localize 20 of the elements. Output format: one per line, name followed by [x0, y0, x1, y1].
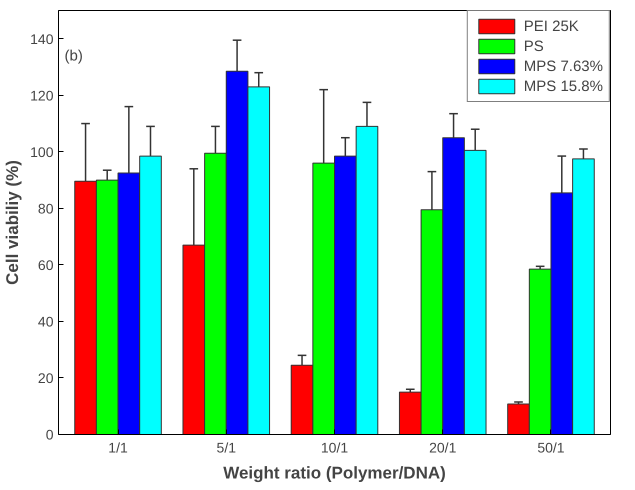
x-tick-label: 50/1 — [537, 440, 565, 456]
y-tick-label: 40 — [38, 313, 54, 330]
x-tick-label: 20/1 — [429, 440, 457, 456]
y-tick-label: 20 — [38, 370, 54, 386]
legend-label: PS — [524, 38, 544, 54]
x-tick-label: 5/1 — [216, 440, 236, 456]
y-tick-label: 60 — [38, 256, 54, 273]
y-tick-label: 100 — [30, 144, 54, 160]
y-tick-label: 140 — [30, 30, 54, 47]
x-axis-title: Weight ratio (Polymer/DNA) — [223, 464, 446, 482]
x-tick-label: 1/1 — [108, 440, 128, 456]
y-axis-title: Cell viabiliy (%) — [3, 160, 22, 285]
y-tick-label: 0 — [46, 426, 54, 442]
annotation: (b) — [64, 48, 83, 64]
y-tick-label: 80 — [38, 200, 54, 216]
legend-label: MPS 7.63% — [524, 58, 603, 74]
y-tick-label: 120 — [30, 87, 54, 104]
legend-label: MPS 15.8% — [524, 78, 603, 94]
legend-label: PEI 25K — [524, 18, 579, 34]
x-tick-label: 10/1 — [320, 440, 348, 456]
